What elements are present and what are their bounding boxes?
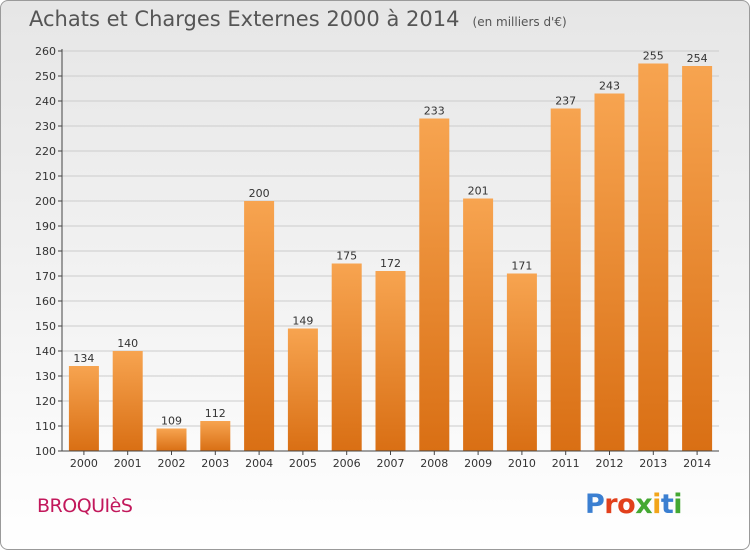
- x-tick-label: 2005: [289, 457, 317, 470]
- x-tick-label: 2003: [201, 457, 229, 470]
- bar: [550, 108, 581, 451]
- data-label: 237: [555, 95, 576, 108]
- data-label: 200: [249, 187, 270, 200]
- x-tick-label: 2000: [70, 457, 98, 470]
- y-tick-label: 130: [35, 370, 56, 383]
- data-label: 140: [117, 337, 138, 350]
- place-name: BROQUIèS: [37, 495, 133, 517]
- y-tick-label: 140: [35, 345, 56, 358]
- bars: [68, 63, 713, 451]
- y-tick-label: 260: [35, 45, 56, 58]
- x-tick-label: 2014: [683, 457, 711, 470]
- y-tick-label: 200: [35, 195, 56, 208]
- bar: [244, 201, 275, 451]
- bar: [463, 198, 494, 451]
- chart-unit: (en milliers d'€): [472, 15, 567, 29]
- data-labels: 134 140 109 112 200 149 175 172 233 201 171 237 243 2…: [73, 50, 707, 428]
- y-tick-label: 210: [35, 170, 56, 183]
- x-tick-label: 2009: [464, 457, 492, 470]
- y-tick-label: 180: [35, 245, 56, 258]
- data-label: 243: [599, 80, 620, 93]
- x-tick-label: 2012: [596, 457, 624, 470]
- y-tick-label: 160: [35, 295, 56, 308]
- data-label: 149: [292, 315, 313, 328]
- x-tick-label: 2008: [420, 457, 448, 470]
- chart-title: Achats et Charges Externes 2000 à 2014: [29, 7, 460, 31]
- y-tick-label: 170: [35, 270, 56, 283]
- y-tick-label: 120: [35, 395, 56, 408]
- y-tick-label: 150: [35, 320, 56, 333]
- x-tick-label: 2013: [639, 457, 667, 470]
- bar: [506, 273, 537, 451]
- y-tick-label: 190: [35, 220, 56, 233]
- y-tick-label: 240: [35, 95, 56, 108]
- brand-logo: Proxiti: [585, 489, 683, 520]
- bar: [638, 63, 669, 451]
- x-tick-label: 2011: [552, 457, 580, 470]
- y-tick-label: 220: [35, 145, 56, 158]
- y-tick-label: 110: [35, 420, 56, 433]
- data-label: 201: [468, 185, 489, 198]
- y-tick-label: 100: [35, 445, 56, 458]
- bar: [594, 93, 625, 451]
- bar: [419, 118, 450, 451]
- axes: 100 110 120 130 140 150 160 170 180 190 200 210 220 2…: [35, 45, 719, 470]
- bar: [68, 366, 99, 451]
- y-tick-label: 230: [35, 120, 56, 133]
- bar: [287, 328, 318, 451]
- x-tick-label: 2004: [245, 457, 273, 470]
- data-label: 254: [687, 52, 708, 65]
- bar: [200, 421, 231, 451]
- data-label: 134: [73, 352, 94, 365]
- x-tick-label: 2001: [114, 457, 142, 470]
- bar: [156, 428, 187, 451]
- data-label: 175: [336, 250, 357, 263]
- data-label: 171: [511, 260, 532, 273]
- data-label: 109: [161, 415, 182, 428]
- data-label: 172: [380, 257, 401, 270]
- x-tick-label: 2007: [377, 457, 405, 470]
- bar: [112, 351, 143, 451]
- bar: [682, 66, 713, 451]
- data-label: 233: [424, 105, 445, 118]
- y-tick-label: 250: [35, 70, 56, 83]
- title-row: Achats et Charges Externes 2000 à 2014 (…: [29, 7, 567, 31]
- x-tick-label: 2006: [333, 457, 361, 470]
- bar: [331, 263, 362, 451]
- bar: [375, 271, 406, 451]
- data-label: 255: [643, 50, 664, 63]
- x-tick-label: 2010: [508, 457, 536, 470]
- data-label: 112: [205, 407, 226, 420]
- x-tick-label: 2002: [158, 457, 186, 470]
